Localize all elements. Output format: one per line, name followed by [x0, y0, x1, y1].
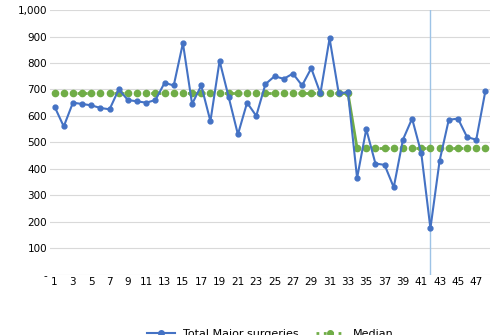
Legend: Total Major surgeries, Median: Total Major surgeries, Median — [142, 324, 398, 335]
